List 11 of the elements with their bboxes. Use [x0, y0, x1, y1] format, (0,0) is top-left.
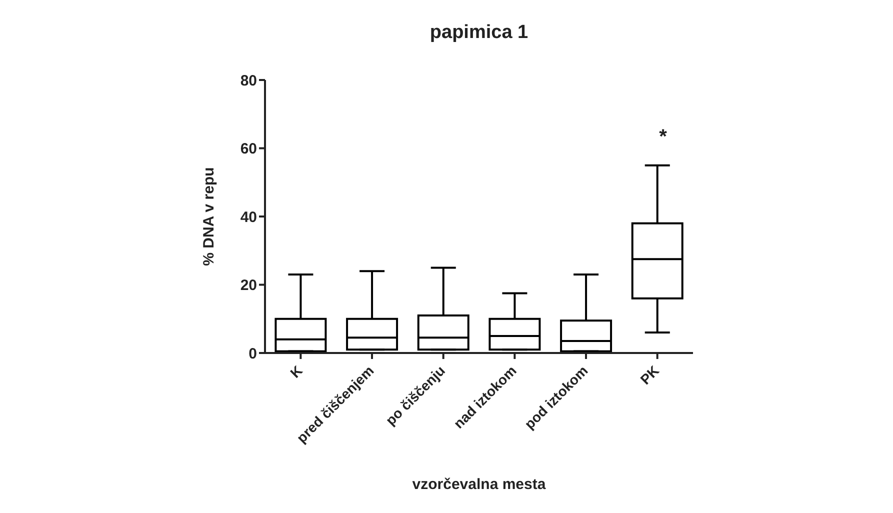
- x-tick-label: PK: [637, 362, 662, 388]
- y-tick-label: 80: [240, 72, 257, 90]
- y-tick-label: 20: [240, 277, 257, 294]
- y-axis-title: % DNA v repu: [200, 167, 218, 266]
- y-tick-label: 60: [240, 140, 257, 158]
- annotation: *: [658, 126, 668, 149]
- x-axis-title: vzorčevalna mesta: [411, 476, 547, 493]
- y-tick-label: 40: [240, 208, 257, 226]
- chart-title: papimica 1: [428, 22, 530, 44]
- x-tick-label: K: [286, 362, 306, 381]
- y-tick-label: 0: [248, 345, 257, 362]
